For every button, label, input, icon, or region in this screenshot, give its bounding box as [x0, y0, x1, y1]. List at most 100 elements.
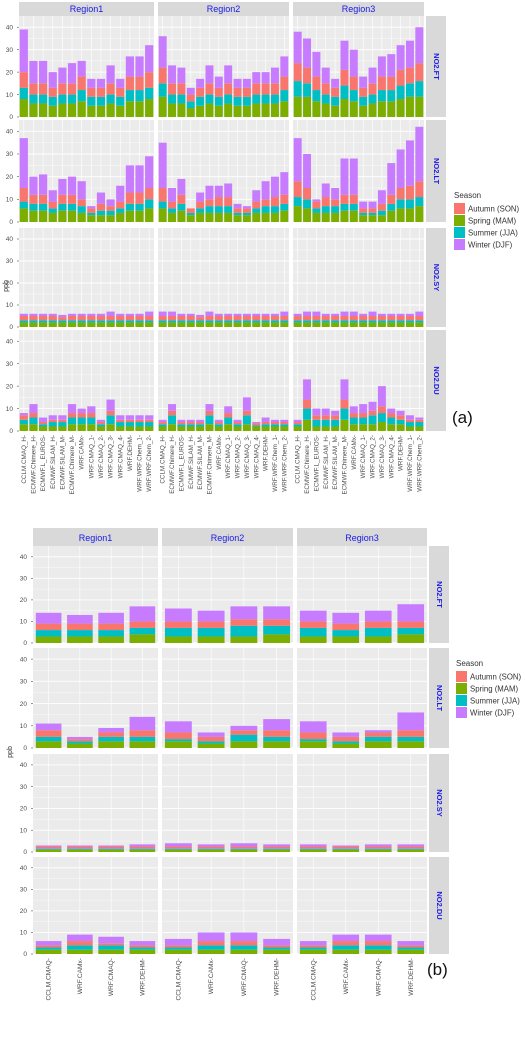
bar-segment	[349, 49, 358, 77]
bar-segment	[299, 739, 327, 742]
bar-segment	[87, 406, 96, 414]
bar-segment	[158, 201, 167, 209]
bar-segment	[312, 208, 321, 213]
variable-strip	[426, 330, 446, 431]
bar-segment	[233, 320, 242, 323]
bar-segment	[19, 208, 28, 222]
bar-segment	[270, 322, 279, 327]
bar-segment	[359, 417, 368, 425]
bar-segment	[96, 210, 106, 216]
bar-segment	[168, 404, 177, 411]
bar-segment	[242, 415, 251, 425]
bar-segment	[359, 208, 368, 213]
bar-segment	[125, 415, 134, 420]
x-tick-label: WRF.CAMx-	[216, 435, 223, 470]
bar-segment	[299, 848, 327, 850]
region-strip	[293, 2, 424, 16]
bar-segment	[98, 846, 124, 849]
bar-segment	[77, 313, 86, 316]
bar-segment	[135, 322, 144, 327]
bar-segment	[145, 156, 154, 188]
chart-b: Region1 Region2 Region3 NO2.FT 0 10 20 30 40 NO2.…	[7, 528, 522, 1001]
bar-segment	[129, 849, 156, 852]
x-tick-label: WRF.CMAQ-	[108, 958, 115, 996]
bar-segment	[19, 316, 28, 321]
bar-segment	[321, 426, 330, 431]
bar-segment	[67, 94, 77, 104]
bar-segment	[96, 78, 106, 88]
chart-a: Region1 Region2 Region3 NO2.FT 0 10 20 30 40 NO2.…	[3, 2, 520, 494]
x-tick-label: WRF.WRF.Chem_1-	[407, 435, 414, 492]
bar-segment	[280, 322, 289, 327]
y-tick-label: 40	[6, 338, 14, 345]
bar-segment	[368, 320, 377, 323]
bar-segment	[303, 83, 312, 97]
bar-segment	[67, 83, 77, 95]
bar-segment	[19, 419, 28, 425]
bar-segment	[186, 212, 195, 216]
bar-segment	[405, 313, 414, 316]
bar-segment	[129, 949, 156, 954]
bar-segment	[332, 949, 360, 954]
bar-segment	[332, 732, 360, 737]
panel-bg	[293, 228, 424, 327]
bar-segment	[67, 103, 77, 117]
y-tick-label: 20	[6, 174, 14, 181]
y-tick-label: 10	[20, 930, 28, 937]
bar-segment	[224, 320, 233, 323]
bar-segment	[145, 199, 154, 209]
y-tick-label: 30	[6, 258, 14, 265]
bar-segment	[164, 627, 192, 637]
x-tick-label: WRF.WRF.Chem_1-	[272, 435, 279, 492]
bar-segment	[230, 625, 258, 637]
bar-segment	[197, 741, 225, 744]
bar-segment	[197, 932, 225, 942]
y-tick-label: 20	[20, 908, 28, 915]
bar-segment	[331, 322, 340, 327]
bar-segment	[293, 422, 302, 425]
bar-segment	[116, 415, 125, 420]
bar-segment	[397, 741, 425, 748]
bar-segment	[125, 322, 134, 327]
bar-segment	[19, 138, 28, 188]
bar-segment	[197, 732, 225, 737]
legend-swatch	[454, 215, 465, 226]
bar-segment	[252, 72, 261, 84]
bar-segment	[214, 206, 223, 213]
bar-segment	[377, 322, 386, 327]
bar-segment	[186, 322, 195, 327]
bar-segment	[242, 320, 251, 323]
bar-segment	[364, 732, 392, 737]
bar-segment	[377, 90, 386, 102]
bar-segment	[359, 424, 368, 431]
bar-segment	[58, 320, 67, 323]
bar-segment	[415, 320, 424, 323]
bar-segment	[261, 206, 270, 213]
bar-segment	[214, 87, 223, 97]
bar-segment	[19, 322, 28, 327]
bar-segment	[368, 311, 377, 316]
variable-strip	[426, 16, 446, 117]
bar-segment	[331, 426, 340, 431]
bar-segment	[158, 419, 167, 423]
bar-segment	[196, 87, 205, 97]
bar-segment	[177, 422, 186, 425]
bar-segment	[177, 83, 186, 95]
bar-segment	[98, 728, 124, 733]
y-tick-label: 40	[20, 865, 28, 872]
bar-segment	[67, 413, 77, 418]
bar-segment	[77, 101, 86, 117]
bar-segment	[177, 94, 186, 104]
legend-label: Winter (DJF)	[468, 241, 513, 250]
bar-segment	[312, 311, 321, 316]
bar-segment	[145, 188, 154, 200]
bar-segment	[177, 194, 186, 204]
bar-segment	[270, 424, 279, 427]
bar-segment	[303, 379, 312, 400]
bar-segment	[415, 426, 424, 431]
variable-strip-label: NO2.SY	[432, 264, 441, 292]
bar-segment	[196, 419, 205, 423]
bar-segment	[368, 201, 377, 209]
region-strip-label: Region1	[79, 533, 113, 543]
bar-segment	[230, 606, 258, 620]
